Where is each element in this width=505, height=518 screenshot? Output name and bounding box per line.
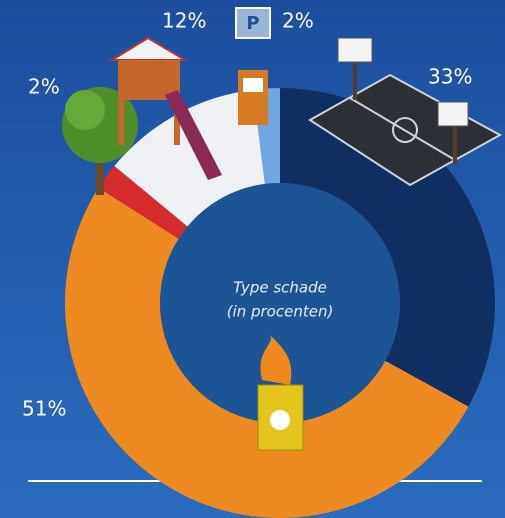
playground-icon	[108, 36, 222, 180]
center-subtitle: (in procenten)	[227, 303, 334, 321]
value-labels: 33% 51% 2% 12% 2%	[22, 9, 472, 421]
value-label: 2%	[28, 75, 60, 99]
svg-text:P: P	[246, 13, 259, 34]
center-title: Type schade	[233, 279, 327, 297]
parking-icon: P	[235, 7, 271, 125]
value-label: 51%	[22, 397, 66, 421]
value-label: 12%	[162, 9, 206, 33]
donut-slice	[65, 187, 469, 518]
bin-icon	[257, 335, 304, 451]
donut-hole	[160, 183, 400, 423]
donut-slice	[98, 165, 188, 239]
donut-slice	[114, 89, 265, 227]
value-label: 33%	[428, 65, 472, 89]
court-icon	[308, 37, 503, 187]
value-label: 2%	[282, 9, 314, 33]
